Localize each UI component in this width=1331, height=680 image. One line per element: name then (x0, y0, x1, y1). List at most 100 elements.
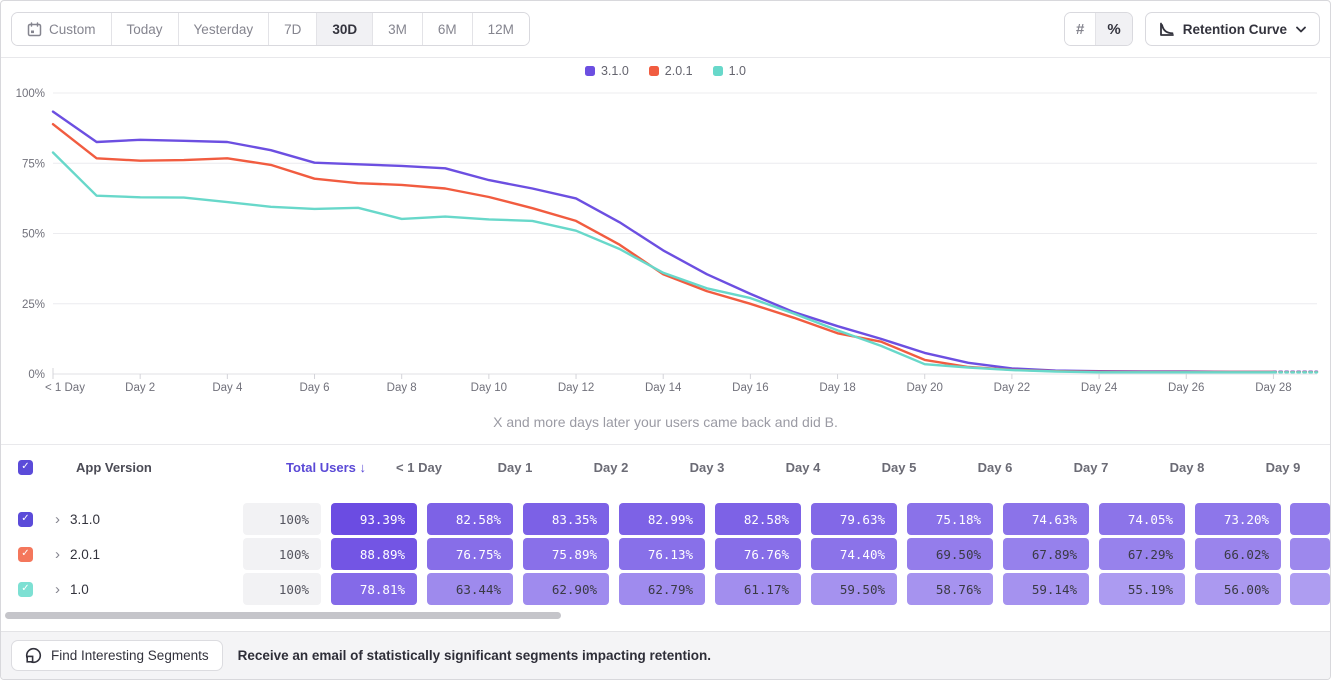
percent-icon[interactable]: % (1095, 13, 1132, 45)
retention-cell[interactable]: 56.00% (1195, 573, 1281, 605)
row-checkbox[interactable]: ✓ (18, 581, 33, 597)
day-column-header[interactable]: Day 9 (1265, 459, 1301, 475)
value-mode-toggle: #% (1064, 12, 1133, 46)
number-icon[interactable]: # (1065, 13, 1096, 45)
retention-cell[interactable]: 69.50% (907, 538, 993, 570)
legend-label: 1.0 (728, 64, 746, 78)
retention-chart: 0% 25% 50% 75% 100% < 1 Day Day 2 Day 4 Day 6 Day… (16, 88, 1319, 394)
date-range-7d[interactable]: 7D (268, 13, 317, 45)
day-column-header[interactable]: Day 7 (1073, 459, 1109, 475)
chart-type-dropdown[interactable]: Retention Curve (1144, 12, 1320, 46)
day-column-header[interactable]: Day 2 (593, 459, 629, 475)
retention-cell-clipped (1290, 538, 1330, 570)
date-range-3m[interactable]: 3M (372, 13, 422, 45)
x-axis-tick-label: < 1 Day (45, 382, 85, 394)
chart-type-label: Retention Curve (1182, 21, 1287, 37)
segments-icon (25, 647, 42, 664)
row-label: 1.0 (70, 581, 89, 597)
date-range-control: Custom Today Yesterday 7D 30D 3M 6M 12M (11, 12, 530, 46)
retention-cell[interactable]: 55.19% (1099, 573, 1185, 605)
retention-cell[interactable]: 82.58% (715, 503, 801, 535)
series-line-1.0 (51, 151, 1275, 374)
retention-cell[interactable]: 75.89% (523, 538, 609, 570)
legend-swatch (648, 66, 659, 76)
date-range-label: 7D (284, 21, 302, 37)
app-version-column-header: App Version (76, 459, 152, 475)
retention-cell[interactable]: 74.40% (811, 538, 897, 570)
table-body: ✓ › 3.1.0 100% 93.39% 82.58% 83.35% 82.99% 82.58… (1, 503, 1330, 605)
retention-cell[interactable]: 61.17% (715, 573, 801, 605)
retention-cell[interactable]: 82.58% (427, 503, 513, 535)
retention-cell[interactable]: 79.63% (811, 503, 897, 535)
horizontal-scrollbar (1, 612, 1330, 620)
date-range-12m[interactable]: 12M (471, 13, 529, 45)
total-users-cell: 100% (243, 538, 321, 570)
day-column-header[interactable]: Day 4 (785, 459, 821, 475)
retention-cell[interactable]: 75.18% (907, 503, 993, 535)
date-range-today[interactable]: Today (110, 13, 178, 45)
retention-cell[interactable]: 73.20% (1195, 503, 1281, 535)
retention-cell[interactable]: 59.14% (1003, 573, 1089, 605)
retention-cell-clipped (1290, 573, 1330, 605)
retention-cell[interactable]: 67.29% (1099, 538, 1185, 570)
day-column-header[interactable]: Day 6 (977, 459, 1013, 475)
x-axis-tick-label: Day 4 (212, 382, 243, 394)
legend-item-1.0[interactable]: 1.0 (712, 64, 746, 78)
retention-cell[interactable]: 74.05% (1099, 503, 1185, 535)
footer-message: Receive an email of statistically signif… (237, 648, 711, 663)
retention-cell[interactable]: 66.02% (1195, 538, 1281, 570)
day-column-header[interactable]: < 1 Day (396, 459, 442, 475)
retention-cell[interactable]: 62.79% (619, 573, 705, 605)
retention-cell[interactable]: 83.35% (523, 503, 609, 535)
chevron-right-icon[interactable]: › (55, 510, 60, 528)
retention-cell[interactable]: 76.13% (619, 538, 705, 570)
row-name-cell: › 3.1.0 (47, 512, 243, 527)
day-column-header[interactable]: Day 8 (1169, 459, 1205, 475)
retention-cell[interactable]: 59.50% (811, 573, 897, 605)
retention-cell[interactable]: 88.89% (331, 538, 417, 570)
retention-cell[interactable]: 58.76% (907, 573, 993, 605)
retention-cell[interactable]: 78.81% (331, 573, 417, 605)
retention-cell[interactable]: 67.89% (1003, 538, 1089, 570)
y-axis-tick-label: 75% (22, 158, 45, 170)
toolbar: Custom Today Yesterday 7D 30D 3M 6M 12M #% Rete… (1, 1, 1330, 58)
scrollbar-thumb[interactable] (5, 612, 561, 619)
day-column-header[interactable]: Day 1 (497, 459, 533, 475)
y-axis-tick-label: 25% (22, 299, 45, 311)
find-interesting-segments-button[interactable]: Find Interesting Segments (11, 640, 223, 671)
x-axis-tick-label: Day 22 (994, 382, 1030, 394)
row-label: 2.0.1 (70, 546, 101, 562)
retention-cell[interactable]: 93.39% (331, 503, 417, 535)
retention-cell[interactable]: 76.76% (715, 538, 801, 570)
x-axis-tick-label: Day 20 (907, 382, 943, 394)
date-range-6m[interactable]: 6M (421, 13, 472, 45)
retention-cell[interactable]: 74.63% (1003, 503, 1089, 535)
chevron-right-icon[interactable]: › (55, 545, 60, 563)
legend-item-3.1.0[interactable]: 3.1.0 (584, 64, 629, 78)
date-range-30d[interactable]: 30D (316, 13, 373, 45)
retention-cell-clipped (1290, 503, 1330, 535)
row-checkbox[interactable]: ✓ (18, 511, 33, 527)
y-axis-tick-label: 0% (28, 369, 45, 381)
x-axis-tick-label: Day 28 (1255, 382, 1291, 394)
select-all-checkbox[interactable]: ✓ (18, 459, 33, 475)
calendar-icon (27, 21, 42, 36)
chevron-right-icon[interactable]: › (55, 580, 60, 598)
retention-cell[interactable]: 76.75% (427, 538, 513, 570)
row-name-cell: › 1.0 (47, 582, 243, 597)
retention-table: ✓ App Version Total Users ↓ < 1 Day Day 1 Day… (1, 444, 1330, 620)
row-checkbox[interactable]: ✓ (18, 546, 33, 562)
day-column-header[interactable]: Day 3 (689, 459, 725, 475)
retention-cell[interactable]: 63.44% (427, 573, 513, 605)
row-checkbox-cell: ✓ (1, 511, 47, 527)
legend-item-2.0.1[interactable]: 2.0.1 (648, 64, 693, 78)
row-checkbox-cell: ✓ (1, 546, 47, 562)
total-users-column-header[interactable]: Total Users ↓ (286, 459, 366, 475)
date-range-custom[interactable]: Custom (12, 13, 111, 45)
retention-cell[interactable]: 62.90% (523, 573, 609, 605)
toolbar-right: #% Retention Curve (1064, 12, 1320, 46)
date-range-yesterday[interactable]: Yesterday (177, 13, 269, 45)
retention-cell[interactable]: 82.99% (619, 503, 705, 535)
day-column-header[interactable]: Day 5 (881, 459, 917, 475)
